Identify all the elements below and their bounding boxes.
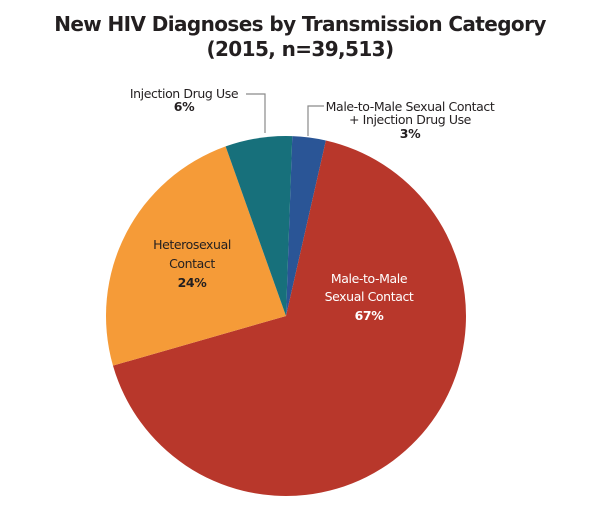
label-idu-pct: 6% — [174, 99, 195, 114]
leader-line-msm-idu — [307, 105, 324, 136]
label-msm-idu: Male-to-Male Sexual Contact — [326, 99, 495, 114]
slice-msm — [112, 140, 466, 496]
leader-line-idu — [246, 93, 266, 133]
slice-idu — [225, 136, 293, 316]
label-msm-line2: Sexual Contact — [325, 289, 414, 304]
pie-slices — [105, 136, 466, 496]
slice-msm-idu — [286, 136, 326, 316]
label-msm: Male-to-Male — [331, 271, 408, 286]
label-hetero-pct: 24% — [178, 275, 208, 290]
label-msm-pct: 67% — [355, 308, 385, 323]
slice-hetero — [105, 146, 286, 366]
label-hetero: Heterosexual — [153, 237, 231, 252]
label-idu: Injection Drug Use — [130, 86, 239, 101]
label-msm-idu-pct: 3% — [400, 126, 421, 141]
chart-title: New HIV Diagnoses by Transmission Catego… — [54, 12, 546, 36]
label-msm-idu-line2: + Injection Drug Use — [349, 112, 472, 127]
chart-subtitle: (2015, n=39,513) — [206, 37, 394, 61]
label-hetero-line2: Contact — [169, 256, 215, 271]
